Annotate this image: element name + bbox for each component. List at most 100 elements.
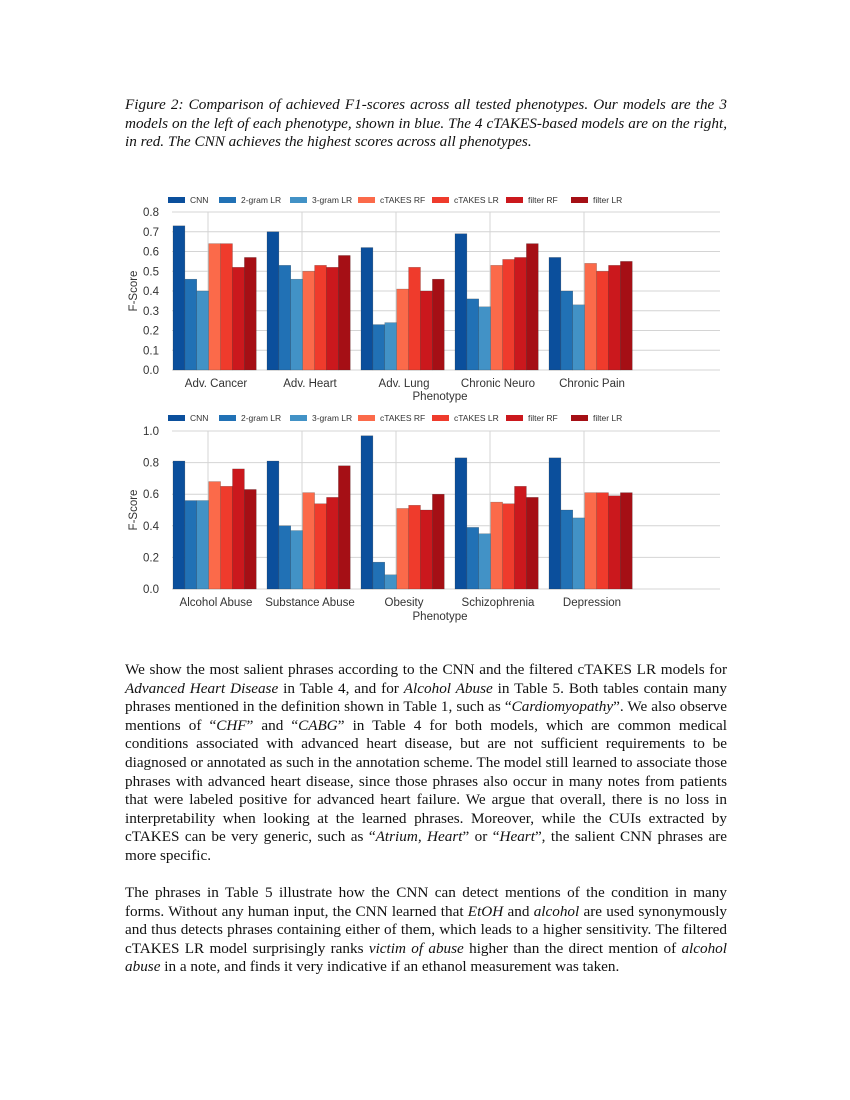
bar — [584, 263, 597, 371]
body-paragraph-2: The phrases in Table 5 illustrate how th… — [125, 884, 727, 977]
legend-swatch — [168, 415, 185, 421]
bar — [454, 233, 468, 371]
y-tick-label: 0.6 — [143, 489, 159, 501]
legend-label: 2-gram LR — [241, 195, 281, 205]
bar — [408, 267, 421, 371]
italic-text: CHF — [216, 716, 247, 734]
bar — [384, 322, 397, 371]
italic-text: Cardiomyopathy — [511, 698, 614, 716]
bar — [502, 503, 515, 590]
text-run: in a note, and finds it very indicative … — [160, 958, 620, 976]
y-tick-label: 0.5 — [143, 266, 159, 278]
y-axis-label: F-Score — [128, 490, 140, 531]
bar — [432, 494, 445, 590]
x-tick-label: Depression — [563, 597, 621, 609]
italic-text: CABG — [298, 716, 338, 734]
bar — [184, 278, 197, 371]
bar — [290, 278, 303, 371]
legend-swatch — [290, 415, 307, 421]
bar — [572, 304, 585, 371]
bar — [338, 255, 351, 371]
bar — [244, 257, 257, 371]
x-tick-label: Substance Abuse — [265, 597, 355, 609]
bar — [314, 265, 327, 371]
bar — [326, 267, 339, 371]
bar — [208, 481, 221, 590]
legend-label: filter LR — [593, 195, 622, 205]
italic-text: EtOH — [467, 902, 504, 920]
legend-label: 3-gram LR — [312, 413, 352, 423]
y-axis-label: F-Score — [128, 271, 140, 312]
bar — [490, 501, 503, 590]
bar — [290, 530, 303, 590]
bar — [196, 500, 209, 590]
y-tick-label: 0.2 — [143, 552, 159, 564]
legend-label: cTAKES LR — [454, 195, 499, 205]
bar — [172, 460, 186, 590]
x-tick-label: Obesity — [385, 597, 424, 609]
bar — [278, 265, 291, 371]
text-run: ”. We also observe mentions of “ — [125, 698, 727, 734]
figure-caption: Figure 2: Comparison of achieved F1-scor… — [125, 96, 727, 151]
bar — [232, 468, 245, 590]
bar — [266, 231, 280, 371]
bar — [232, 267, 245, 371]
legend-swatch — [219, 197, 236, 203]
bar — [596, 271, 609, 371]
bar — [548, 257, 562, 371]
bar — [620, 261, 633, 371]
bar — [266, 460, 280, 590]
bar — [384, 574, 397, 590]
legend-label: CNN — [190, 413, 208, 423]
text-run: higher than the direct mention of — [463, 939, 682, 957]
legend-label: 3-gram LR — [312, 195, 352, 205]
y-tick-label: 0.4 — [143, 521, 160, 533]
bar — [396, 508, 409, 590]
italic-text: Heart — [499, 828, 535, 846]
bar — [560, 509, 574, 590]
bar — [372, 324, 385, 371]
bar — [454, 457, 468, 590]
text-run: and — [503, 902, 534, 920]
legend-swatch — [571, 415, 588, 421]
bar — [220, 486, 233, 590]
bar — [620, 492, 633, 590]
x-tick-label: Schizophrenia — [462, 597, 535, 609]
text-run: ” or “ — [462, 828, 500, 846]
legend-swatch — [571, 197, 588, 203]
bar — [360, 435, 374, 590]
text-run: ”, the salient CNN phrases are more spec… — [125, 828, 728, 864]
legend-swatch — [506, 197, 523, 203]
y-tick-label: 0.0 — [143, 584, 159, 596]
bar — [478, 306, 491, 371]
legend-swatch — [219, 415, 236, 421]
italic-text: alcohol — [533, 902, 580, 920]
text-run: in Table 5. Both tables contain many phr… — [125, 679, 727, 716]
bar — [514, 486, 527, 590]
bar — [584, 492, 597, 590]
x-axis-label: Phenotype — [413, 611, 468, 623]
bar — [396, 288, 409, 371]
y-tick-label: 0.7 — [143, 227, 159, 239]
x-tick-label: Chronic Neuro — [461, 378, 535, 390]
x-tick-label: Adv. Heart — [283, 378, 337, 390]
x-tick-label: Chronic Pain — [559, 378, 625, 390]
bar — [560, 290, 574, 371]
bar — [338, 465, 351, 590]
bar — [314, 503, 327, 590]
bar — [526, 243, 539, 371]
text-run: in Table 4, and for — [278, 679, 404, 697]
bar — [278, 525, 291, 590]
y-tick-label: 0.0 — [143, 365, 159, 377]
legend-swatch — [168, 197, 185, 203]
y-tick-label: 1.0 — [143, 426, 159, 438]
italic-text: alcohol abuse — [125, 939, 727, 976]
bar — [220, 243, 233, 371]
bar — [432, 278, 445, 371]
legend-label: cTAKES LR — [454, 413, 499, 423]
bar — [172, 225, 186, 371]
bar — [408, 505, 421, 590]
legend-swatch — [358, 197, 375, 203]
